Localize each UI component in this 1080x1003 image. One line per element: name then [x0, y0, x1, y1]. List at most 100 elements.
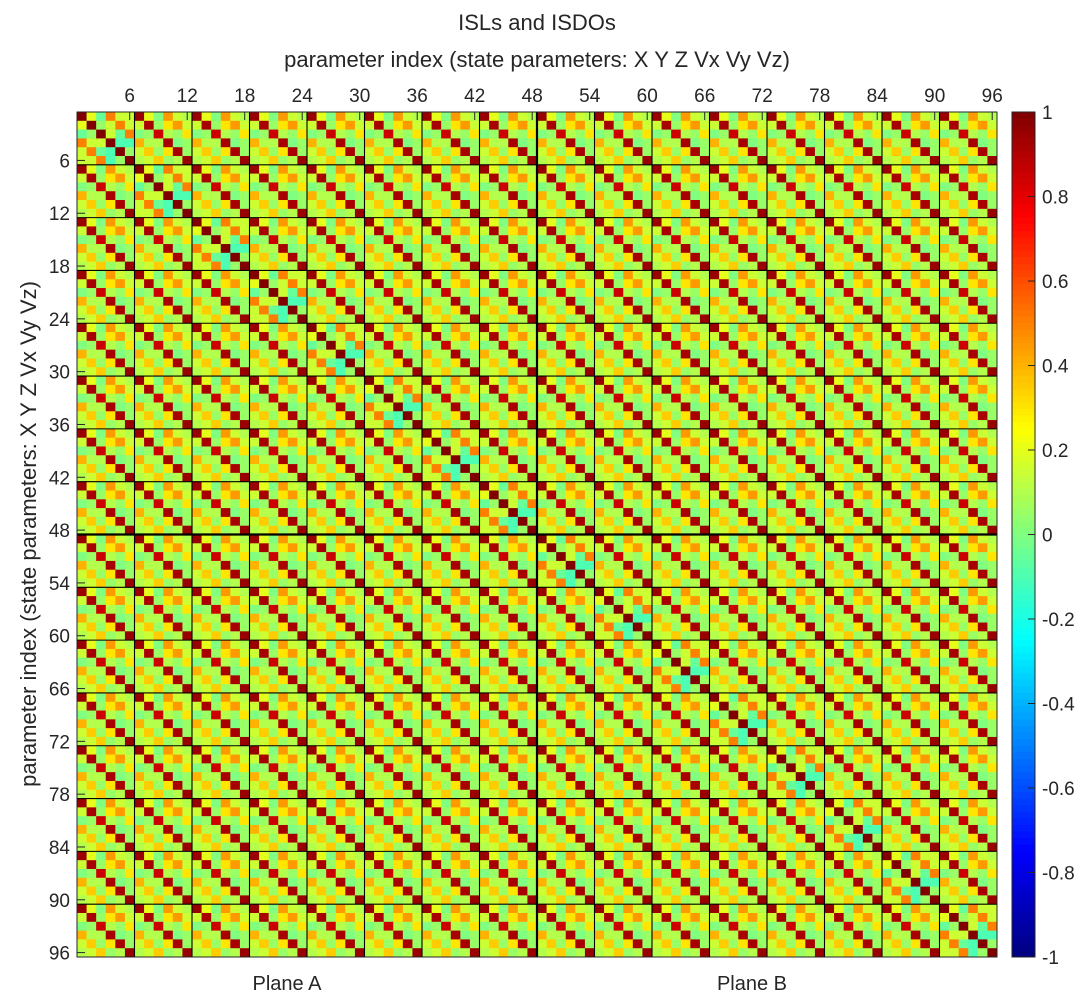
heatmap-cell [642, 481, 653, 491]
heatmap-cell [527, 147, 538, 157]
heatmap-cell [652, 516, 662, 527]
heatmap-cell [728, 349, 739, 359]
heatmap-cell [738, 164, 749, 175]
heatmap-cell [77, 481, 87, 491]
heatmap-cell [393, 323, 404, 333]
heatmap-cell [77, 217, 87, 227]
heatmap-cell [517, 534, 528, 544]
heatmap-cell [632, 411, 643, 421]
heatmap-cell [604, 252, 615, 263]
heatmap-cell [968, 226, 979, 236]
heatmap-cell [489, 156, 500, 166]
heatmap-cell [326, 208, 337, 219]
heatmap-cell [719, 560, 730, 571]
heatmap-cell [383, 314, 394, 324]
heatmap-cell [757, 129, 768, 139]
heatmap-cell [345, 534, 356, 544]
heatmap-cell [374, 384, 385, 395]
heatmap-cell [968, 270, 979, 280]
heatmap-cell [163, 464, 174, 474]
heatmap-cell [402, 525, 413, 535]
heatmap-cell [537, 314, 547, 324]
heatmap-cell [393, 367, 404, 377]
heatmap-cell [192, 208, 202, 219]
heatmap-cell [249, 270, 260, 280]
heatmap-cell [661, 314, 672, 324]
heatmap-cell [738, 384, 749, 395]
heatmap-cell [450, 437, 461, 447]
heatmap-cell [661, 296, 672, 307]
heatmap-cell [144, 217, 155, 227]
heatmap-cell [172, 420, 183, 430]
heatmap-cell [287, 367, 298, 377]
heatmap-cell [795, 305, 806, 315]
heatmap-cell [604, 490, 615, 500]
heatmap-cell [172, 481, 183, 491]
heatmap-cell [891, 279, 902, 289]
heatmap-cell [786, 314, 797, 324]
heatmap-cell [412, 393, 423, 403]
heatmap-cell [699, 367, 710, 377]
heatmap-cell [939, 138, 950, 148]
heatmap-cell [345, 191, 356, 201]
heatmap-cell [546, 411, 557, 421]
heatmap-cell [776, 252, 787, 263]
heatmap-cell [872, 340, 883, 351]
heatmap-cell [853, 323, 864, 333]
heatmap-cell [153, 499, 164, 509]
heatmap-cell [326, 120, 337, 131]
heatmap-cell [278, 244, 289, 254]
heatmap-cell [278, 200, 289, 210]
heatmap-cell [690, 490, 701, 500]
heatmap-cell [115, 428, 126, 439]
heatmap-cell [259, 340, 270, 351]
heatmap-cell [623, 112, 634, 122]
heatmap-cell [910, 200, 921, 210]
heatmap-cell [134, 420, 145, 430]
heatmap-cell [287, 349, 298, 359]
heatmap-cell [115, 481, 126, 491]
heatmap-cell [728, 244, 739, 254]
heatmap-cell [642, 279, 653, 289]
heatmap-cell [364, 129, 375, 139]
heatmap-cell [738, 217, 749, 227]
heatmap-cell [632, 499, 643, 509]
heatmap-cell [747, 279, 758, 289]
heatmap-cell [201, 543, 212, 553]
heatmap-cell [652, 560, 662, 571]
heatmap-cell [527, 534, 538, 544]
heatmap-cell [939, 349, 950, 359]
heatmap-cell [767, 393, 777, 403]
heatmap-cell [182, 314, 193, 324]
heatmap-cell [824, 376, 835, 386]
heatmap-cell [239, 191, 250, 201]
heatmap-cell [872, 508, 883, 518]
heatmap-cell [393, 252, 404, 263]
heatmap-cell [814, 147, 825, 157]
heatmap-cell [738, 323, 749, 333]
heatmap-cell [192, 305, 202, 315]
heatmap-cell [901, 147, 912, 157]
heatmap-cell [422, 208, 432, 219]
heatmap-cell [901, 296, 912, 307]
heatmap-cell [508, 552, 519, 562]
heatmap-cell [134, 552, 145, 562]
heatmap-cell [604, 314, 615, 324]
heatmap-cell [767, 332, 777, 342]
heatmap-cell [834, 235, 845, 245]
heatmap-cell [508, 288, 519, 298]
heatmap-cell [441, 464, 452, 474]
heatmap-cell [115, 235, 126, 245]
heatmap-cell [767, 208, 777, 219]
heatmap-cell [556, 384, 567, 395]
heatmap-cell [872, 376, 883, 386]
heatmap-cell [124, 481, 135, 491]
heatmap-cell [220, 340, 231, 351]
heatmap-cell [987, 120, 998, 131]
heatmap-cell [987, 288, 998, 298]
heatmap-cell [268, 437, 279, 447]
heatmap-cell [604, 428, 615, 439]
heatmap-cell [124, 349, 135, 359]
heatmap-cell [383, 376, 394, 386]
